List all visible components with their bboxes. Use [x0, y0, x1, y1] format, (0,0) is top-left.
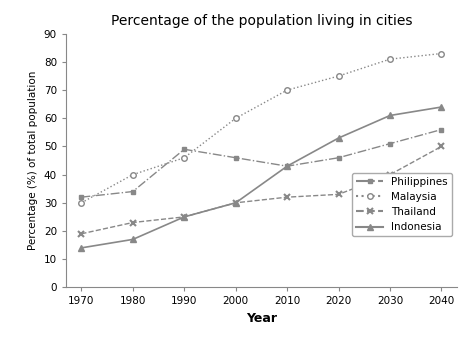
Malaysia — [439, 51, 444, 55]
Malaysia — [336, 74, 341, 78]
Philippines — [130, 190, 136, 194]
Title: Percentage of the population living in cities: Percentage of the population living in c… — [111, 15, 412, 28]
Philippines — [79, 195, 84, 199]
Legend: Philippines, Malaysia, Thailand, Indonesia: Philippines, Malaysia, Thailand, Indones… — [352, 172, 452, 237]
Philippines — [181, 147, 187, 151]
Thailand — [79, 232, 84, 236]
Thailand — [387, 173, 393, 177]
Indonesia — [79, 246, 84, 250]
Philippines — [439, 127, 444, 131]
Indonesia — [439, 105, 444, 109]
Malaysia — [387, 57, 393, 61]
Philippines — [284, 164, 290, 168]
Thailand — [130, 220, 136, 224]
Thailand — [284, 195, 290, 199]
Thailand — [181, 215, 187, 219]
Malaysia — [181, 156, 187, 160]
Malaysia — [284, 88, 290, 92]
Indonesia — [284, 164, 290, 168]
X-axis label: Year: Year — [246, 312, 277, 325]
Indonesia — [181, 215, 187, 219]
Philippines — [233, 156, 238, 160]
Thailand — [336, 192, 341, 196]
Line: Thailand: Thailand — [78, 143, 445, 237]
Indonesia — [130, 237, 136, 241]
Malaysia — [130, 173, 136, 177]
Indonesia — [233, 201, 238, 205]
Philippines — [387, 142, 393, 146]
Line: Philippines: Philippines — [79, 127, 444, 200]
Malaysia — [233, 116, 238, 120]
Thailand — [233, 201, 238, 205]
Indonesia — [336, 136, 341, 140]
Philippines — [336, 156, 341, 160]
Line: Malaysia: Malaysia — [79, 51, 444, 206]
Indonesia — [387, 114, 393, 118]
Malaysia — [79, 201, 84, 205]
Y-axis label: Percentage (%) of total population: Percentage (%) of total population — [28, 71, 38, 250]
Thailand — [439, 144, 444, 148]
Line: Indonesia: Indonesia — [79, 104, 444, 251]
